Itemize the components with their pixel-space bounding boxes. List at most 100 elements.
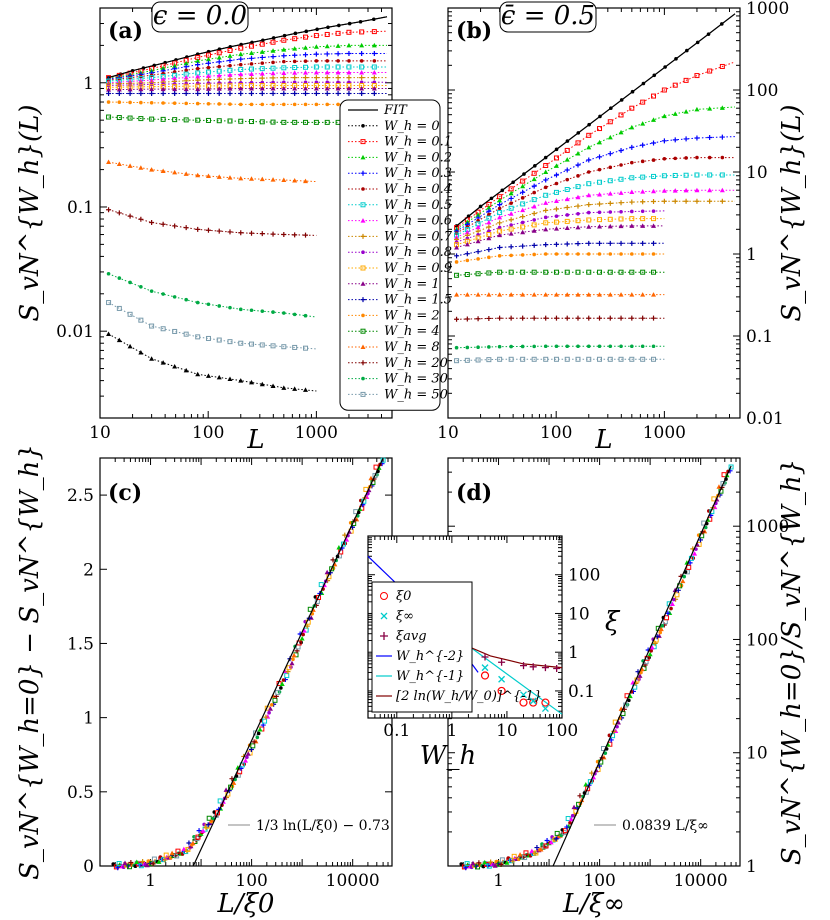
y-tick-label: 10 bbox=[746, 163, 768, 183]
data-point bbox=[249, 230, 255, 236]
legend-marker bbox=[360, 360, 366, 366]
data-point bbox=[144, 862, 150, 868]
data-point bbox=[672, 198, 678, 204]
data-point bbox=[508, 292, 514, 297]
x-tick-label: 0.1 bbox=[383, 721, 410, 741]
data-point bbox=[543, 185, 548, 190]
data-point bbox=[553, 356, 559, 362]
data-point bbox=[313, 33, 319, 39]
annotation-text: 1/3 ln(L/ξ0) − 0.73 bbox=[256, 818, 390, 834]
data-point bbox=[303, 232, 309, 238]
data-point bbox=[127, 213, 133, 219]
data-point bbox=[520, 196, 525, 200]
data-point bbox=[217, 102, 222, 106]
data-point bbox=[313, 51, 319, 57]
y-axis-label-text: S_vN^{W_h=0} − S_vN^{W_h} bbox=[15, 444, 45, 880]
data-point bbox=[607, 191, 613, 196]
data-point bbox=[651, 173, 657, 179]
x-tick-label: 10 bbox=[437, 423, 459, 443]
legend-entry: W_h = 2 bbox=[348, 308, 440, 323]
x-tick-label: 1000 bbox=[643, 423, 686, 443]
data-point bbox=[172, 223, 178, 229]
data-point bbox=[138, 165, 144, 170]
data-point bbox=[325, 59, 330, 63]
data-point bbox=[586, 292, 592, 297]
legend-label: W_h = 1.5 bbox=[384, 293, 452, 308]
data-point bbox=[314, 59, 319, 63]
data-point bbox=[619, 163, 623, 167]
legend-label: W_h = 0.4 bbox=[384, 182, 452, 197]
data-point bbox=[543, 220, 549, 226]
legend-entry: W_h = 20 bbox=[348, 356, 448, 371]
legend-marker bbox=[360, 218, 366, 223]
data-point bbox=[371, 51, 377, 57]
data-point bbox=[576, 211, 580, 216]
data-point bbox=[238, 66, 244, 72]
data-point bbox=[299, 636, 305, 641]
data-point bbox=[564, 225, 570, 231]
data-point bbox=[271, 60, 275, 65]
data-point bbox=[464, 861, 470, 867]
data-point bbox=[172, 75, 178, 81]
data-point bbox=[672, 111, 678, 116]
data-point bbox=[249, 119, 255, 125]
data-point bbox=[719, 105, 725, 110]
data-point bbox=[156, 859, 162, 864]
data-point bbox=[172, 295, 177, 299]
data-point bbox=[454, 253, 460, 259]
data-point bbox=[181, 846, 187, 852]
panel-b: 10 100 1000 0.01 0.1 1 10 100 1000 L S_vN^{W_h}(L)… bbox=[437, 0, 807, 455]
data-point bbox=[183, 64, 189, 70]
data-point bbox=[486, 205, 492, 210]
data-point bbox=[575, 203, 581, 209]
y-tick-label: 1 bbox=[746, 245, 757, 265]
data-point bbox=[661, 87, 667, 93]
data-point bbox=[564, 205, 570, 211]
data-point bbox=[498, 675, 506, 683]
data-point bbox=[671, 597, 676, 602]
x-tick-label: 1 bbox=[446, 721, 457, 741]
series-a-6 bbox=[106, 69, 387, 85]
data-point bbox=[508, 269, 514, 275]
data-point bbox=[597, 210, 602, 215]
legend-label: W_h = 20 bbox=[384, 356, 448, 371]
legend-marker bbox=[361, 187, 365, 191]
data-point bbox=[372, 473, 378, 479]
data-point bbox=[531, 197, 537, 203]
data-point bbox=[217, 64, 222, 69]
data-point bbox=[324, 31, 330, 37]
data-point bbox=[640, 269, 646, 275]
data-point bbox=[329, 566, 335, 572]
data-point bbox=[238, 378, 244, 383]
data-point bbox=[586, 269, 592, 275]
data-point bbox=[640, 356, 646, 362]
data-point bbox=[481, 664, 489, 672]
data-point bbox=[520, 356, 526, 362]
data-point bbox=[238, 76, 244, 82]
data-point bbox=[607, 134, 613, 140]
data-point bbox=[531, 242, 537, 248]
data-point bbox=[359, 51, 365, 57]
data-point bbox=[190, 840, 196, 846]
data-point bbox=[183, 60, 189, 66]
data-point bbox=[694, 73, 700, 79]
data-point bbox=[324, 43, 330, 49]
data-point bbox=[149, 90, 155, 96]
data-point bbox=[249, 379, 255, 385]
series-line bbox=[108, 161, 317, 183]
data-point bbox=[216, 55, 222, 60]
data-point bbox=[661, 138, 667, 144]
data-point bbox=[270, 177, 276, 182]
data-point bbox=[618, 190, 624, 195]
panel-title-box: ϵ = 0.0 bbox=[151, 1, 249, 33]
data-point bbox=[259, 90, 265, 96]
data-point bbox=[464, 241, 470, 247]
legend-marker bbox=[361, 313, 365, 318]
data-point bbox=[629, 315, 635, 321]
data-point bbox=[629, 223, 635, 228]
data-point bbox=[629, 216, 635, 222]
legend-label: W_h = 0.6 bbox=[384, 214, 452, 229]
data-point bbox=[346, 29, 352, 35]
data-point bbox=[543, 242, 549, 248]
data-point bbox=[303, 119, 309, 125]
